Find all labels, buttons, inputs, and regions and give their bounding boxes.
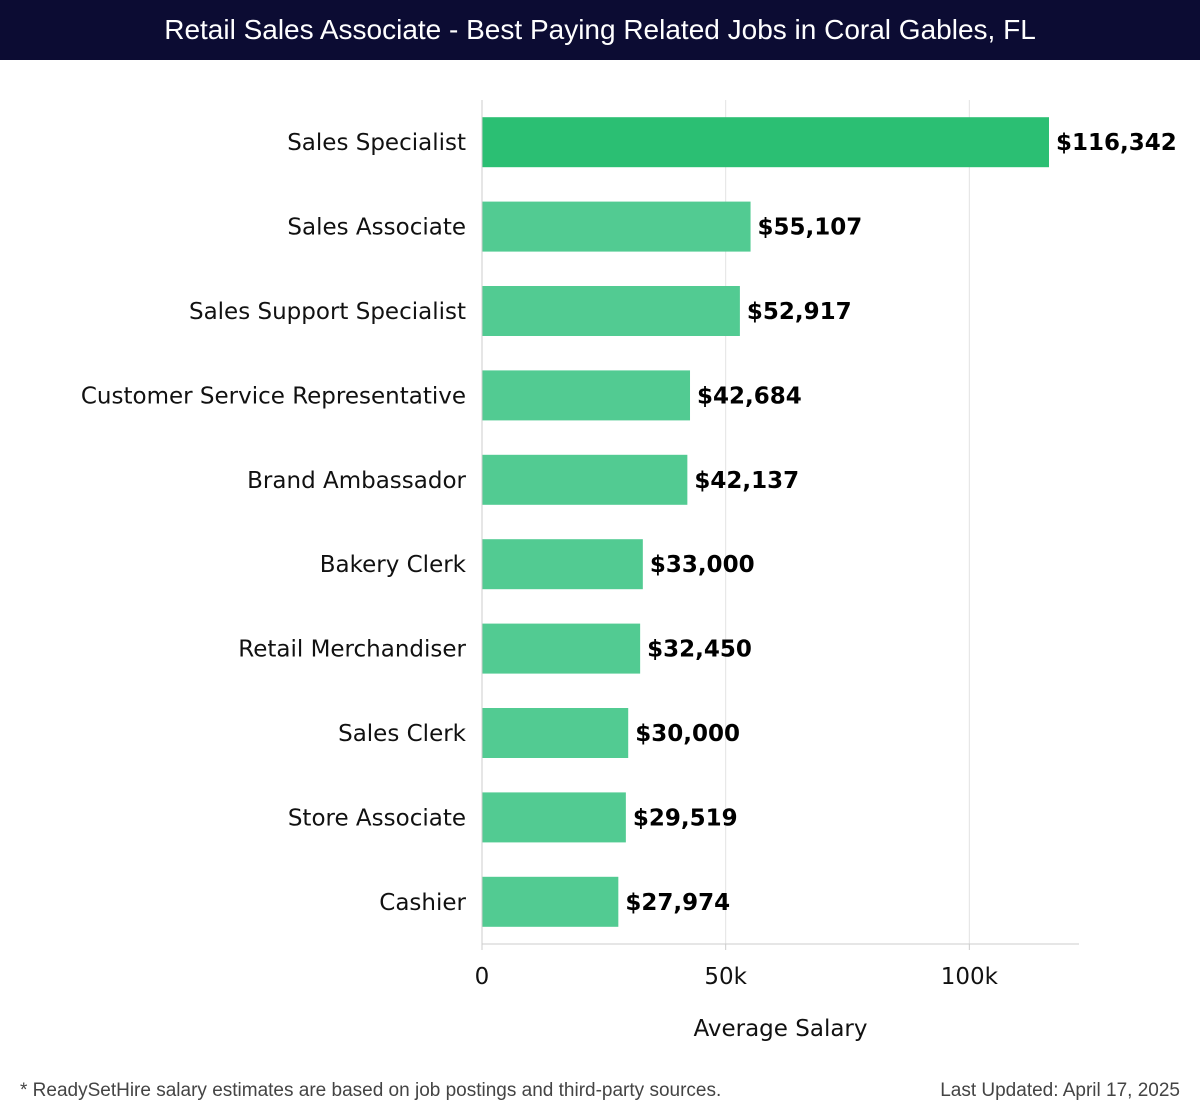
x-tick-label: 0 [475,964,490,990]
chart-title: Retail Sales Associate - Best Paying Rel… [0,0,1200,60]
category-label: Customer Service Representative [81,383,466,409]
bar [482,370,691,421]
category-label: Brand Ambassador [247,468,466,494]
category-label: Sales Support Specialist [189,299,466,325]
category-label: Bakery Clerk [320,552,467,578]
value-labels: $116,342 $55,107 $52,917 $42,684 $42,137 $33,… [625,130,1176,916]
category-label: Sales Associate [287,215,466,241]
category-label: Cashier [379,890,466,916]
x-axis-title: Average Salary [693,1016,867,1042]
x-tick-label: 100k [941,964,999,990]
bar [482,876,619,927]
footer-note: * ReadySetHire salary estimates are base… [20,1080,722,1101]
value-label: $30,000 [635,721,740,747]
value-label: $52,917 [747,299,852,325]
bar [482,623,641,674]
category-label: Sales Clerk [338,721,467,747]
value-label: $116,342 [1056,130,1177,156]
x-tick-label: 50k [704,964,747,990]
value-label: $32,450 [647,637,752,663]
value-label: $27,974 [625,890,730,916]
category-label: Sales Specialist [287,130,466,156]
bar [482,539,643,590]
bar [482,792,626,843]
value-label: $33,000 [650,552,755,578]
value-label: $55,107 [758,215,863,241]
category-labels: Sales Specialist Sales Associate Sales Sup… [81,130,467,916]
bar [482,117,1049,168]
bar [482,286,740,336]
bar [482,708,629,758]
bar [482,454,688,505]
x-axis-ticks: 0 50k 100k [475,944,999,990]
category-label: Store Associate [288,805,466,831]
bar-chart: Sales Specialist Sales Associate Sales Sup… [81,100,1177,1042]
last-updated: Last Updated: April 17, 2025 [940,1080,1180,1101]
value-label: $29,519 [633,805,738,831]
value-label: $42,684 [697,383,802,409]
value-label: $42,137 [694,468,799,494]
category-label: Retail Merchandiser [238,637,466,663]
bars [482,117,1049,927]
bar [482,201,751,252]
